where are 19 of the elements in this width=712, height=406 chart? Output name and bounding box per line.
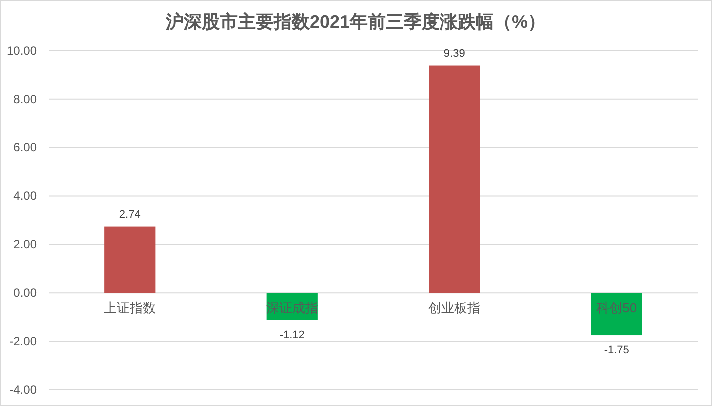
data-label: 9.39 (444, 48, 466, 60)
data-label: 2.74 (119, 208, 141, 221)
x-tick-label: 科创50 (596, 300, 638, 316)
y-tick-label: 10.00 (6, 44, 38, 58)
y-tick-label: 8.00 (14, 92, 38, 106)
chart-title: 沪深股市主要指数2021年前三季度涨跌幅（%） (164, 12, 546, 32)
data-label: -1.12 (280, 329, 305, 342)
x-tick-label: 上证指数 (104, 300, 156, 316)
data-label: -1.75 (604, 344, 630, 357)
x-tick-label: 创业板指 (428, 300, 481, 316)
bar (591, 293, 642, 336)
y-tick-label: -2.00 (10, 334, 38, 348)
y-tick-label: 2.00 (14, 238, 38, 252)
y-tick-label: -4.00 (10, 382, 38, 397)
y-tick-label: 6.00 (14, 140, 38, 155)
bar (104, 226, 156, 294)
y-tick-label: 4.00 (14, 189, 38, 204)
bar (429, 66, 480, 294)
y-tick-label: 0.00 (14, 286, 38, 300)
